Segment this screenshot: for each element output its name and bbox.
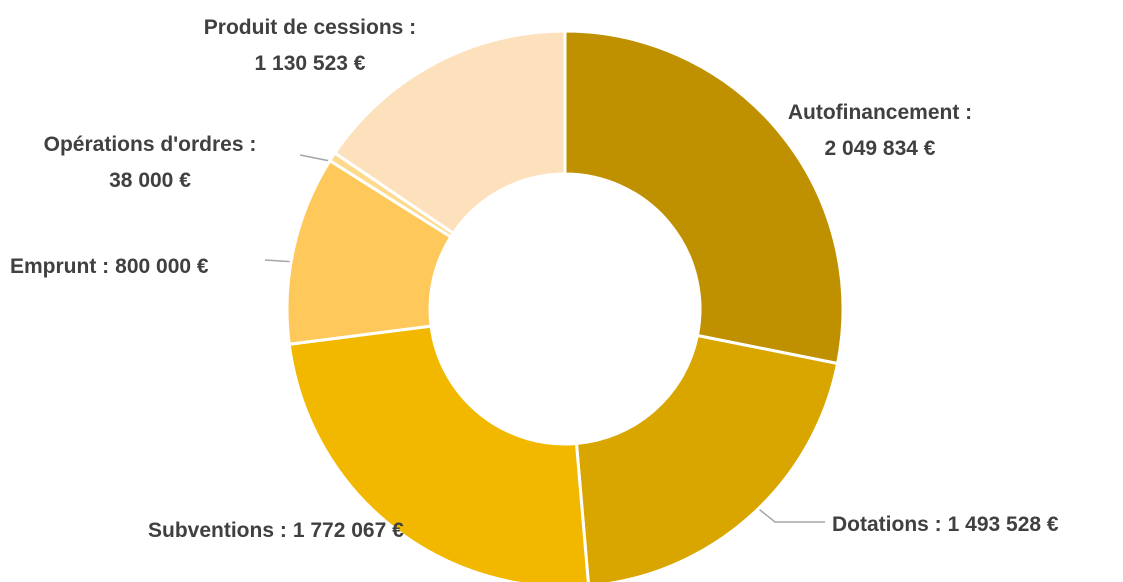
label-category: Dotations : bbox=[832, 513, 942, 536]
label-value: 38 000 € bbox=[109, 169, 191, 192]
data-label: Opérations d'ordres : 38 000 € bbox=[44, 133, 257, 192]
data-label: Emprunt : 800 000 € bbox=[10, 255, 209, 278]
slice bbox=[287, 324, 590, 582]
label-value: 800 000 € bbox=[115, 255, 209, 278]
slice bbox=[332, 29, 567, 236]
label-category: Subventions : bbox=[148, 519, 287, 542]
label-category: Autofinancement : bbox=[788, 101, 972, 124]
label-category: Emprunt : bbox=[10, 255, 109, 278]
label-value: 1 493 528 € bbox=[948, 513, 1059, 536]
label-value: 1 772 067 € bbox=[293, 519, 404, 542]
slice bbox=[563, 29, 845, 366]
data-label: Dotations : 1 493 528 € bbox=[832, 513, 1059, 536]
label-category: Opérations d'ordres : bbox=[44, 133, 257, 156]
label-value: 1 130 523 € bbox=[255, 52, 366, 75]
data-label: Produit de cessions : 1 130 523 € bbox=[204, 16, 416, 75]
data-label: Autofinancement : 2 049 834 € bbox=[788, 101, 972, 160]
label-category: Produit de cessions : bbox=[204, 16, 416, 39]
data-label: Subventions : 1 772 067 € bbox=[148, 519, 404, 542]
label-value: 2 049 834 € bbox=[825, 137, 936, 160]
slice bbox=[574, 333, 840, 582]
